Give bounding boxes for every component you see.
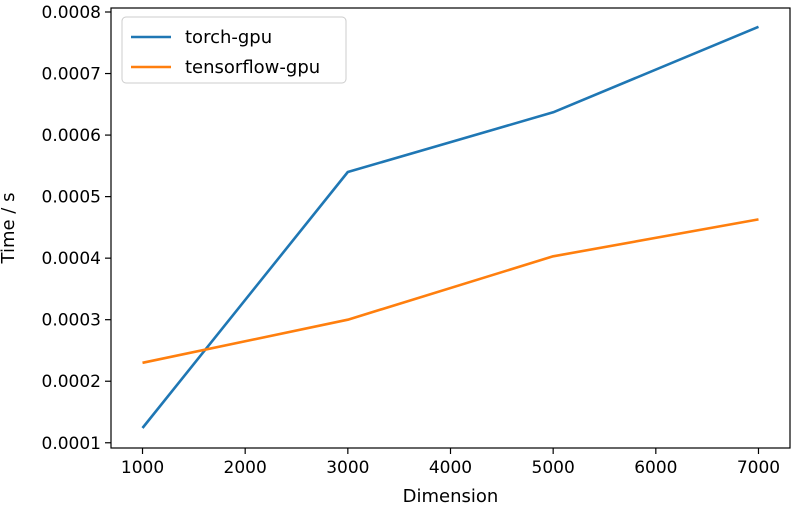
y-tick-label: 0.0006	[42, 126, 101, 146]
legend-box	[121, 16, 347, 84]
legend-label: torch-gpu	[185, 27, 272, 48]
legend: torch-gpu tensorflow-gpu	[121, 16, 347, 84]
x-tick-label: 4000	[429, 458, 472, 478]
y-axis-label: Time / s	[0, 193, 19, 265]
x-tick-label: 1000	[121, 458, 164, 478]
legend-label: tensorflow-gpu	[185, 57, 320, 78]
y-tick-label: 0.0002	[42, 372, 101, 392]
y-tick-label: 0.0001	[42, 434, 101, 454]
series-line-torch-gpu	[141, 25, 759, 429]
x-tick-label: 5000	[532, 458, 575, 478]
series-line-tensorflow-gpu	[142, 218, 759, 365]
x-tick-label: 3000	[326, 458, 369, 478]
y-tick-label: 0.0005	[42, 188, 101, 208]
x-tick-label: 7000	[737, 458, 780, 478]
y-tick-label: 0.0008	[42, 3, 101, 23]
x-tick-label: 2000	[224, 458, 267, 478]
y-tick-label: 0.0007	[42, 65, 101, 85]
y-axis-ticks: 0.0001 0.0002 0.0003 0.0004 0.0005 0.0006 0.00…	[42, 3, 111, 454]
x-axis-label: Dimension	[403, 486, 499, 507]
x-axis-ticks: 1000 2000 3000 4000 5000 6000 7000	[121, 448, 780, 478]
y-tick-label: 0.0004	[42, 249, 101, 269]
x-tick-label: 6000	[634, 458, 677, 478]
y-tick-label: 0.0003	[42, 311, 101, 331]
series-layer	[141, 25, 759, 429]
